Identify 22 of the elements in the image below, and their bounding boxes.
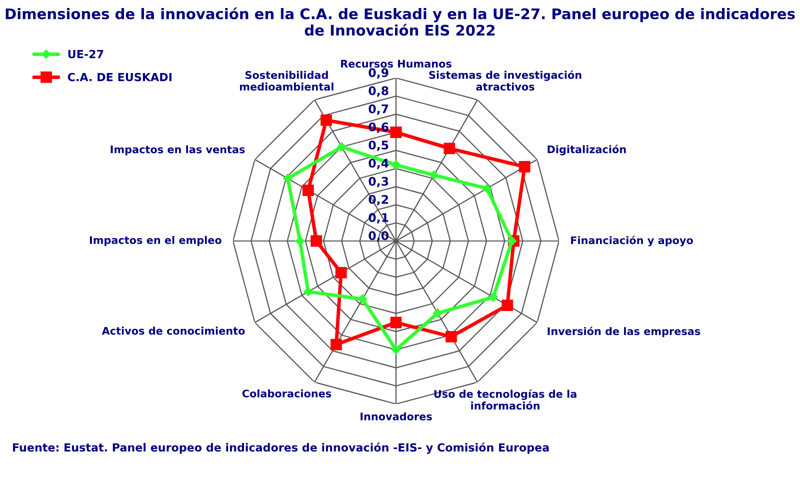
- legend-label: C.A. DE EUSKADI: [68, 72, 172, 82]
- legend-label: UE-27: [68, 50, 104, 58]
- spoke-label: Sostenibilidad medioambiental: [240, 70, 334, 91]
- y-tick-label: 0,9: [368, 68, 388, 79]
- spoke-label: Digitalización: [548, 144, 626, 156]
- spoke-label: Financiación y apoyo: [571, 236, 693, 246]
- y-tick-label: 0,5: [368, 140, 388, 152]
- source-note: Fuente: Eustat. Panel europeo de indicadores de innovación -EIS- y Comisión Europea: [13, 442, 549, 454]
- spoke-label: Uso de tecnologías de la información: [434, 389, 576, 410]
- y-tick-label: 0,8: [368, 86, 388, 97]
- spoke-label: Innovadores: [360, 412, 432, 420]
- y-tick-label: 0,3: [368, 176, 388, 188]
- spoke-label: Sistemas de investigación atractivos: [429, 70, 582, 91]
- spoke-label: Impactos en el empleo: [90, 236, 222, 246]
- spoke-label: Activos de conocimiento: [102, 326, 245, 335]
- y-tick-label: 0,4: [368, 158, 389, 170]
- spoke-label: Impactos en las ventas: [110, 145, 245, 156]
- chart-title: Dimensiones de la innovación en la C.A. de Euskadi y en la UE-27. Panel europeo de indicadores de Innovación EIS 2022: [6, 7, 795, 36]
- y-tick-label: 0,7: [368, 104, 388, 115]
- spoke-label: Inversión de las empresas: [548, 326, 700, 338]
- spoke-label: Recursos Humanos: [341, 60, 452, 68]
- spoke-label: Colaboraciones: [242, 389, 332, 398]
